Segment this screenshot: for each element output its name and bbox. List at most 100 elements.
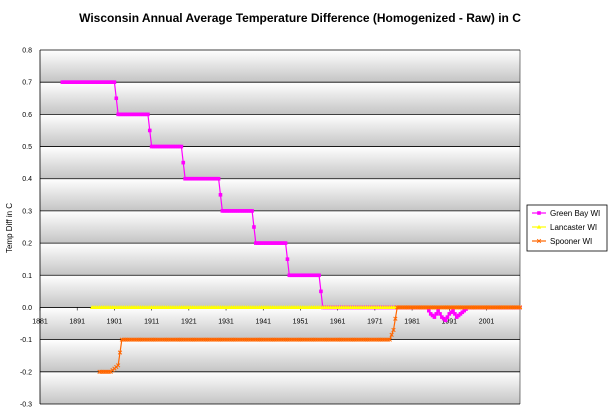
data-point — [188, 176, 193, 181]
x-tick-labels: 1881 1891 1901 1911 1921 1931 1941 1951 1961 1971… — [32, 318, 494, 325]
data-point — [246, 209, 251, 213]
data-point — [254, 241, 258, 245]
data-point — [159, 144, 163, 149]
y-tick-labels: 0.8 0.7 0.6 0.5 0.4 0.3 0.2 0.1 0.0 -0.1 -0.2 -0.3 — [20, 48, 32, 409]
data-point — [250, 209, 254, 213]
x-tick-label: 1981 — [404, 318, 420, 325]
data-point — [99, 80, 104, 84]
x-tick-label: 1941 — [255, 318, 271, 325]
data-point — [434, 312, 439, 316]
x-tick-label: 1971 — [367, 318, 383, 325]
data-point — [211, 176, 215, 181]
x-tick-label: 1911 — [144, 318, 159, 325]
data-point — [267, 241, 271, 245]
data-point — [198, 176, 202, 181]
y-tick-label: 0.0 — [22, 305, 32, 312]
data-point — [240, 209, 245, 213]
data-point — [115, 363, 121, 368]
data-point — [207, 176, 212, 181]
data-point — [451, 308, 455, 313]
data-point — [252, 225, 256, 229]
y-tick-label: 0.3 — [22, 208, 32, 215]
data-point — [315, 273, 320, 278]
data-point — [287, 273, 292, 278]
data-point — [123, 112, 128, 117]
data-point — [242, 209, 247, 213]
data-point — [453, 312, 457, 316]
y-tick-label: 0.7 — [22, 80, 32, 87]
data-point — [458, 312, 463, 316]
data-point — [75, 80, 80, 84]
chart-title: Wisconsin Annual Average Temperature Dif… — [79, 11, 521, 25]
legend-item-spooner-wi: Spooner WI — [532, 237, 592, 246]
data-point — [391, 327, 396, 333]
x-tick-label: 1951 — [293, 318, 309, 325]
data-point — [172, 144, 176, 149]
data-point — [88, 80, 93, 84]
data-point — [244, 209, 249, 213]
series-group — [60, 80, 523, 374]
data-point — [229, 209, 234, 213]
data-point — [306, 273, 310, 278]
data-point — [280, 241, 284, 245]
data-point — [121, 112, 126, 117]
legend-item-lancaster-wi: Lancaster WI — [532, 223, 597, 232]
plot-band — [40, 82, 520, 115]
data-point — [64, 80, 68, 84]
data-point — [440, 315, 444, 319]
x-tick-label: 1891 — [69, 318, 85, 325]
data-point — [276, 241, 280, 245]
legend-label: Spooner WI — [550, 237, 592, 246]
data-point — [149, 144, 154, 149]
data-point — [166, 144, 171, 149]
data-point — [203, 176, 208, 181]
data-point — [112, 80, 117, 84]
data-point — [127, 112, 132, 117]
data-point — [387, 337, 392, 342]
data-point — [185, 176, 189, 181]
data-point — [162, 144, 167, 149]
data-point — [79, 80, 83, 84]
y-tick-label: 0.6 — [22, 112, 32, 119]
data-point — [300, 273, 305, 278]
data-point — [168, 144, 173, 149]
data-point — [261, 241, 266, 245]
data-point — [160, 144, 165, 149]
data-point — [226, 209, 230, 213]
data-point — [432, 315, 437, 319]
data-point — [117, 350, 123, 355]
data-point — [268, 241, 273, 245]
data-point — [317, 273, 321, 278]
data-point — [82, 80, 87, 84]
data-point — [302, 273, 306, 278]
data-point — [445, 315, 450, 319]
data-point — [84, 80, 89, 84]
data-point — [449, 310, 453, 315]
legend-label: Lancaster WI — [550, 223, 597, 232]
y-tick-label: 0.2 — [22, 241, 32, 248]
data-point — [438, 312, 442, 316]
data-point — [155, 144, 160, 149]
data-point — [441, 316, 446, 321]
data-point — [298, 273, 303, 278]
data-point — [107, 80, 111, 84]
data-point — [447, 312, 452, 316]
data-point — [114, 96, 119, 101]
data-point — [131, 112, 135, 117]
data-point — [120, 112, 124, 117]
data-point — [105, 80, 109, 84]
data-point — [94, 80, 98, 84]
data-point — [134, 112, 139, 117]
data-point — [430, 313, 435, 318]
data-point — [222, 209, 226, 213]
y-tick-label: -0.3 — [20, 402, 32, 409]
data-point — [95, 80, 100, 84]
data-point — [274, 241, 279, 245]
data-point — [272, 241, 277, 245]
plot-band — [40, 371, 520, 404]
data-point — [136, 112, 141, 117]
data-point — [183, 176, 187, 181]
data-point — [216, 176, 221, 181]
data-point — [201, 176, 206, 181]
data-point — [213, 176, 217, 181]
